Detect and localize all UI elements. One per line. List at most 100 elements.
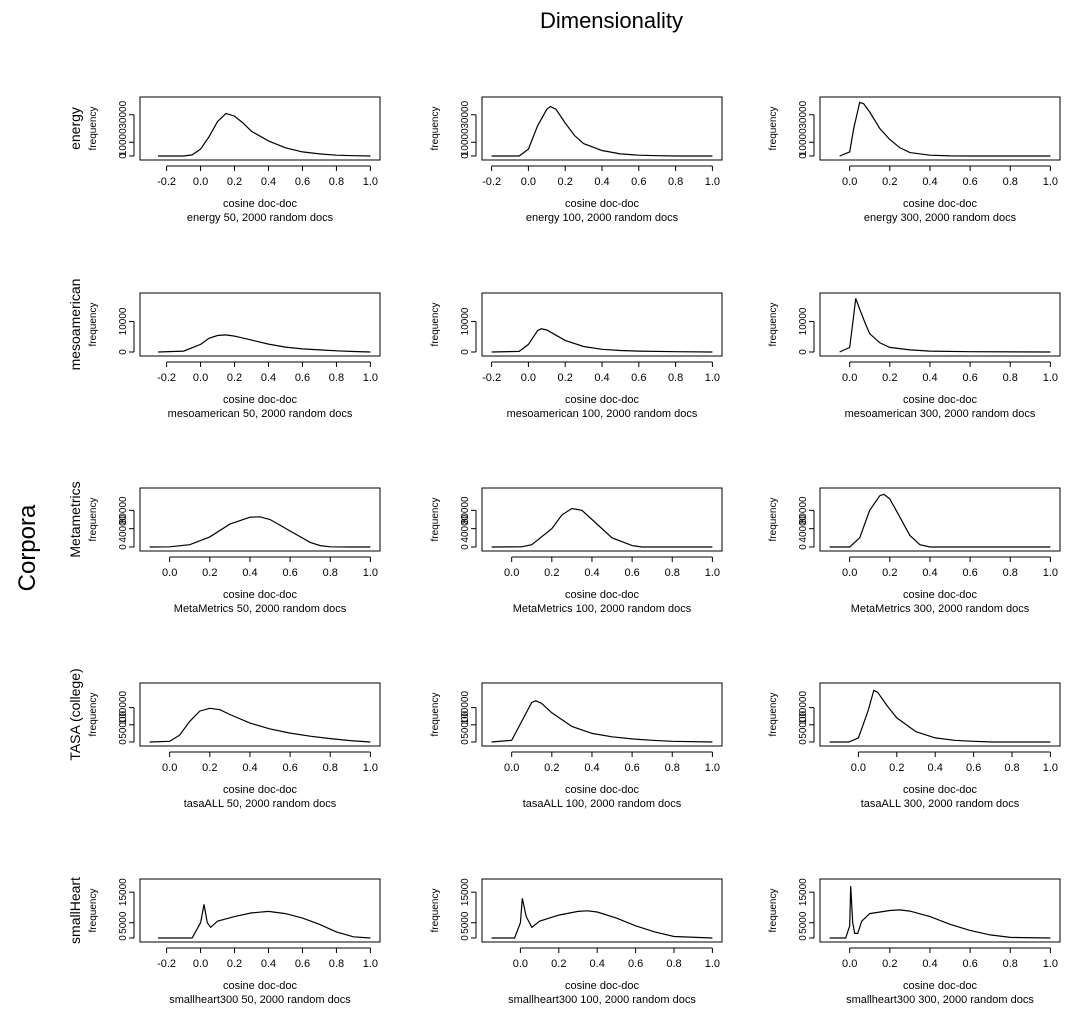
x-tick-label: 0.0	[521, 372, 536, 384]
x-axis-label: cosine doc-doc	[565, 784, 639, 796]
x-tick-label: 0.8	[668, 176, 683, 188]
y-tick-label: 0	[118, 739, 129, 745]
y-tick-label: 0	[460, 153, 471, 159]
panel-subtitle: MetaMetrics 300, 2000 random docs	[851, 603, 1030, 615]
x-tick-label: -0.2	[482, 176, 501, 188]
y-axis-label: frequency	[430, 889, 441, 933]
plot-frame	[819, 878, 1061, 943]
plot-frame	[139, 682, 381, 747]
y-tick-label: 40000	[798, 514, 809, 542]
panel-subtitle: tasaALL 50, 2000 random docs	[184, 798, 337, 810]
y-tick-label: 0	[118, 349, 129, 355]
x-tick-label: 0.2	[544, 567, 559, 579]
y-tick-label: 100000	[460, 691, 471, 725]
x-axis-label: cosine doc-doc	[903, 198, 977, 210]
density-line	[839, 101, 1051, 157]
x-tick-label: 0.6	[631, 176, 646, 188]
y-axis-label: frequency	[88, 107, 99, 151]
y-tick-label: 30000	[118, 100, 129, 128]
x-tick-label: 0.0	[851, 762, 866, 774]
x-tick-label: 0.0	[162, 567, 177, 579]
x-tick-label: 0.0	[513, 958, 528, 970]
x-tick-label: 0.2	[882, 372, 897, 384]
x-tick-label: 1.0	[363, 176, 378, 188]
plot-frame	[481, 487, 723, 552]
plot-frame	[139, 878, 381, 943]
y-tick-label: 10000	[460, 307, 471, 335]
x-tick-label: 0.0	[521, 176, 536, 188]
x-tick-label: 0.4	[584, 762, 599, 774]
x-tick-label: 0.8	[329, 958, 344, 970]
x-tick-label: 1.0	[1043, 372, 1058, 384]
x-tick-label: 1.0	[705, 567, 720, 579]
y-tick-label: 0	[118, 935, 129, 941]
x-tick-label: 0.4	[261, 372, 276, 384]
x-tick-label: 0.6	[962, 372, 977, 384]
y-tick-label: 5000	[118, 911, 129, 934]
plot-frame	[819, 487, 1061, 552]
x-tick-label: 0.2	[889, 762, 904, 774]
x-tick-label: 0.4	[584, 567, 599, 579]
plot-frame	[139, 292, 381, 357]
x-axis-label: cosine doc-doc	[565, 198, 639, 210]
x-tick-label: 0.2	[227, 372, 242, 384]
y-axis-label: frequency	[768, 889, 779, 933]
x-tick-label: 0.4	[242, 567, 257, 579]
page-title: Dimensionality	[539, 8, 684, 33]
x-tick-label: 0.2	[202, 762, 217, 774]
x-tick-label: 0.8	[665, 567, 680, 579]
x-tick-label: 1.0	[705, 762, 720, 774]
x-tick-label: 0.4	[922, 176, 937, 188]
x-tick-label: 1.0	[705, 958, 720, 970]
row-label: Metametrics	[67, 481, 83, 557]
x-tick-label: 1.0	[363, 958, 378, 970]
x-axis-label: cosine doc-doc	[223, 198, 297, 210]
x-tick-label: 0.6	[962, 958, 977, 970]
plot-frame	[481, 878, 723, 943]
x-tick-label: 1.0	[1043, 762, 1058, 774]
plot-frame	[819, 96, 1061, 161]
y-tick-label: 15000	[118, 878, 129, 906]
x-tick-label: 0.8	[323, 567, 338, 579]
row-label: energy	[67, 107, 83, 150]
plot-frame	[139, 487, 381, 552]
x-tick-label: 0.4	[594, 176, 609, 188]
x-tick-label: 0.8	[668, 372, 683, 384]
plot-frame	[481, 292, 723, 357]
x-tick-label: 0.8	[665, 762, 680, 774]
x-tick-label: 1.0	[1043, 567, 1058, 579]
panel-subtitle: energy 50, 2000 random docs	[187, 212, 334, 224]
y-axis-label: frequency	[430, 498, 441, 542]
density-line	[158, 334, 371, 353]
panel-mesoamerican-300: 0.0 0.2 0.4 0.6 0.8 1.0 0 10000 frequency cosine …	[768, 292, 1061, 420]
y-tick-label: 80000	[798, 496, 809, 524]
y-tick-label: 0	[798, 739, 809, 745]
plot-frame	[481, 682, 723, 747]
x-tick-label: 0.4	[261, 176, 276, 188]
panel-subtitle: MetaMetrics 50, 2000 random docs	[174, 603, 347, 615]
x-tick-label: 0.2	[544, 762, 559, 774]
x-axis-label: cosine doc-doc	[903, 589, 977, 601]
y-axis-label: frequency	[430, 693, 441, 737]
panel-subtitle: MetaMetrics 100, 2000 random docs	[513, 603, 692, 615]
y-tick-label: 80000	[460, 496, 471, 524]
x-tick-label: 0.8	[1003, 958, 1018, 970]
y-tick-label: 0	[798, 349, 809, 355]
x-tick-label: 0.2	[882, 567, 897, 579]
row-label: mesoamerican	[67, 279, 83, 371]
y-tick-label: 0	[460, 349, 471, 355]
x-tick-label: 0.6	[282, 567, 297, 579]
x-tick-label: 0.4	[922, 958, 937, 970]
x-tick-label: 0.0	[504, 762, 519, 774]
x-tick-label: 0.6	[295, 176, 310, 188]
y-tick-label: 5000	[460, 911, 471, 934]
panel-mesoamerican-100: -0.2 0.0 0.2 0.4 0.6 0.8 1.0 0 10000 frequency cos…	[430, 292, 723, 420]
y-tick-label: 10000	[460, 128, 471, 156]
y-tick-label: 50000	[460, 710, 471, 738]
x-tick-label: 0.0	[842, 567, 857, 579]
